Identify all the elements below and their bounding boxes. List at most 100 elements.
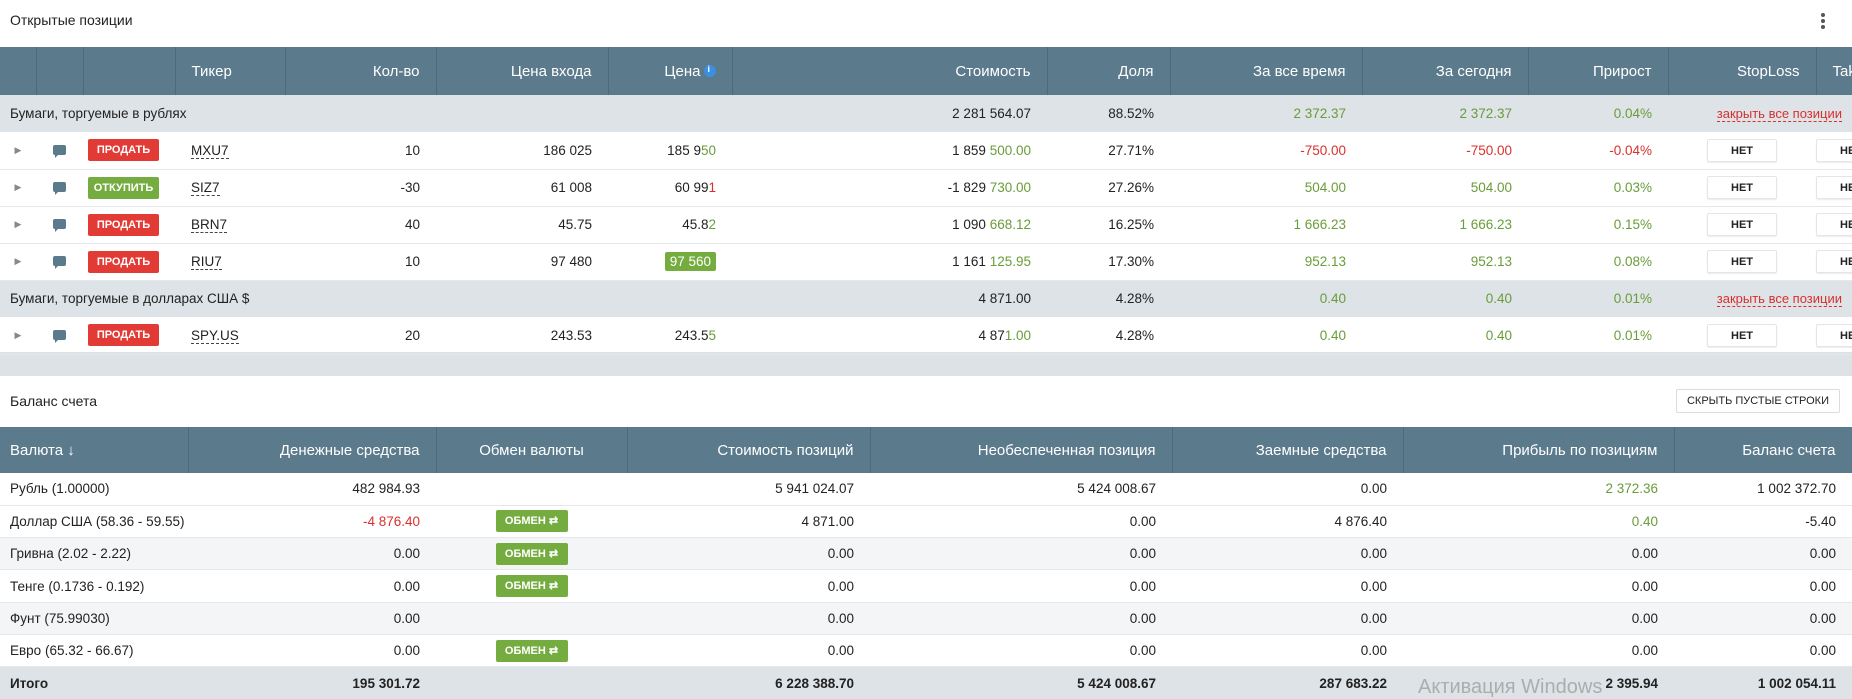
col-ticker[interactable]: Тикер: [175, 47, 286, 95]
col-share[interactable]: Доля: [1047, 47, 1171, 95]
sell-button[interactable]: ПРОДАТЬ: [88, 250, 159, 273]
group-label: Бумаги, торгуемые в долларах США $: [0, 280, 436, 317]
col-all-time[interactable]: За все время: [1170, 47, 1363, 95]
all-time-pl: 0.40: [1170, 317, 1362, 355]
position-value: -1 829 730.00: [732, 169, 1047, 207]
group-row-usd: Бумаги, торгуемые в долларах США $ 4 871…: [0, 280, 1852, 317]
col-value[interactable]: Стоимость: [732, 47, 1048, 95]
total-profit: 2 395.94: [1403, 666, 1674, 699]
total-label: Итого: [0, 666, 188, 699]
position-row: ▶ ПРОДАТЬ SPY.US 20 243.53 243.55 4 871.…: [0, 317, 1852, 355]
stoploss-button[interactable]: НЕТ: [1707, 250, 1777, 273]
ticker-link[interactable]: BRN7: [191, 217, 228, 233]
growth: 0.03%: [1528, 169, 1668, 207]
profit: 0.40: [1403, 505, 1674, 539]
sort-arrow-down-icon[interactable]: ↓: [67, 441, 75, 459]
exchange-button[interactable]: ОБМЕН ⇄: [495, 510, 568, 533]
comment-icon[interactable]: [53, 144, 66, 158]
positions-value: 0.00: [627, 569, 870, 603]
col-takeprofit[interactable]: TakeProfit: [1816, 47, 1852, 95]
value-changed: 730.00: [989, 180, 1031, 195]
stoploss-button[interactable]: НЕТ: [1707, 138, 1777, 162]
expand-icon[interactable]: ▶: [0, 243, 36, 281]
value-static: 1 090: [952, 217, 990, 232]
entry-price: 186 025: [436, 132, 608, 170]
position-row: ▶ ПРОДАТЬ MXU7 10 186 025 185 950 1 859 …: [0, 132, 1852, 170]
comment-icon[interactable]: [53, 256, 66, 269]
col-growth[interactable]: Прирост: [1528, 47, 1669, 95]
total-cash: 195 301.72: [188, 666, 436, 699]
cash: 482 984.93: [188, 473, 436, 506]
close-all-positions-link[interactable]: закрыть все позиции: [1716, 291, 1842, 308]
comment-icon[interactable]: [53, 219, 66, 232]
exchange-button[interactable]: ОБМЕН ⇄: [495, 575, 568, 598]
sell-button[interactable]: ПРОДАТЬ: [88, 213, 159, 236]
takeprofit-button[interactable]: НЕТ: [1816, 323, 1852, 347]
col-account-balance[interactable]: Баланс счета: [1674, 427, 1852, 473]
cash: 0.00: [188, 634, 436, 668]
account-balance-panel: Баланс счета СКРЫТЬ ПУСТЫЕ СТРОКИ Валюта…: [0, 376, 1852, 699]
ticker-link[interactable]: SPY.US: [191, 327, 239, 344]
profit: 0.00: [1403, 569, 1674, 603]
ticker-link[interactable]: RIU7: [191, 254, 222, 270]
takeprofit-button[interactable]: НЕТ: [1816, 250, 1852, 273]
takeprofit-button[interactable]: НЕТ: [1816, 176, 1852, 199]
total-unsecured: 5 424 008.67: [870, 666, 1172, 699]
stoploss-button[interactable]: НЕТ: [1707, 323, 1777, 347]
col-price[interactable]: Цена: [608, 47, 733, 95]
takeprofit-button[interactable]: НЕТ: [1816, 213, 1852, 236]
balance-row: Доллар США (58.36 - 59.55) -4 876.40 ОБМ…: [0, 505, 1852, 539]
col-profit[interactable]: Прибыль по позициям: [1403, 427, 1675, 473]
value-changed: 500.00: [989, 142, 1031, 158]
qty: 20: [285, 317, 436, 355]
ticker-link[interactable]: SIZ7: [191, 180, 220, 196]
cash: 0.00: [188, 569, 436, 603]
share: 4.28%: [1047, 317, 1170, 355]
stoploss-button[interactable]: НЕТ: [1707, 213, 1777, 236]
sell-button[interactable]: ПРОДАТЬ: [88, 139, 159, 162]
account-balance: -5.40: [1674, 505, 1852, 539]
buyback-button[interactable]: ОТКУПИТЬ: [88, 176, 159, 199]
hide-empty-rows-button[interactable]: СКРЫТЬ ПУСТЫЕ СТРОКИ: [1675, 389, 1840, 413]
ticker-link[interactable]: MXU7: [191, 142, 229, 159]
col-stoploss[interactable]: StopLoss: [1668, 47, 1817, 95]
currency: Тенге (0.1736 - 0.192): [0, 569, 188, 603]
value-static: 1 161: [952, 254, 990, 269]
comment-icon[interactable]: [53, 182, 66, 195]
account-balance: 0.00: [1674, 602, 1852, 635]
col-cash[interactable]: Денежные средства: [188, 427, 437, 473]
sell-button[interactable]: ПРОДАТЬ: [88, 324, 159, 347]
takeprofit-button[interactable]: НЕТ: [1816, 138, 1852, 162]
col-unsecured[interactable]: Необеспеченная позиция: [870, 427, 1173, 473]
currency: Доллар США (58.36 - 59.55): [0, 505, 188, 539]
windows-activation-watermark: Активация Windows: [1418, 676, 1603, 698]
col-exchange[interactable]: Обмен валюты: [436, 427, 628, 473]
close-all-positions-link[interactable]: закрыть все позиции: [1716, 106, 1842, 122]
info-icon[interactable]: [703, 64, 716, 77]
more-menu-icon[interactable]: [1820, 13, 1826, 31]
expand-icon[interactable]: ▶: [0, 206, 36, 244]
expand-icon[interactable]: ▶: [0, 317, 36, 355]
col-borrowed[interactable]: Заемные средства: [1172, 427, 1404, 473]
expand-icon[interactable]: ▶: [0, 132, 36, 170]
stoploss-button[interactable]: НЕТ: [1707, 176, 1777, 199]
all-time-pl: 952.13: [1170, 243, 1362, 281]
exchange-button[interactable]: ОБМЕН ⇄: [495, 639, 568, 662]
col-qty[interactable]: Кол-во: [285, 47, 437, 95]
balance-title: Баланс счета: [10, 393, 98, 409]
group-label: Бумаги, торгуемые в рублях: [0, 95, 436, 132]
expand-icon[interactable]: ▶: [0, 169, 36, 207]
positions-value: 5 941 024.07: [627, 473, 870, 506]
col-entry-price[interactable]: Цена входа: [436, 47, 609, 95]
entry-price: 45.75: [436, 206, 608, 244]
exchange-button[interactable]: ОБМЕН ⇄: [495, 542, 568, 565]
profit: 0.00: [1403, 537, 1674, 571]
col-positions-value[interactable]: Стоимость позиций: [627, 427, 871, 473]
qty: 10: [285, 243, 436, 281]
col-today[interactable]: За сегодня: [1362, 47, 1529, 95]
profit: 0.00: [1403, 634, 1674, 668]
total-balance: 1 002 054.11: [1674, 666, 1852, 699]
col-currency[interactable]: Валюта ↓: [0, 427, 189, 473]
comment-icon[interactable]: [53, 329, 66, 343]
position-value: 1 859 500.00: [732, 132, 1047, 170]
